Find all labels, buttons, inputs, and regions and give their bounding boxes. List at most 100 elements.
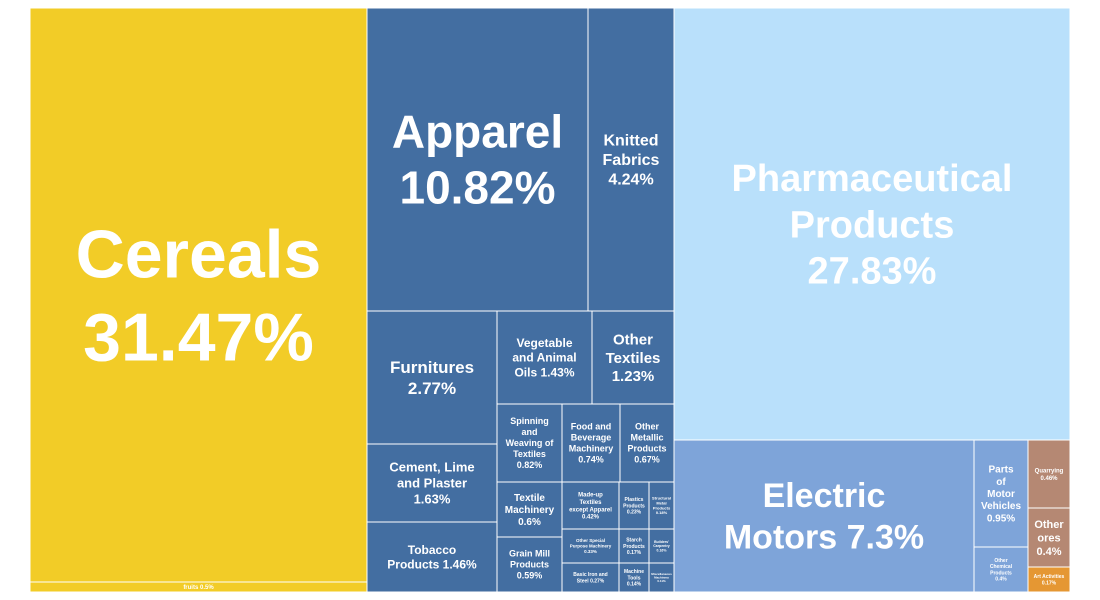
tile-label-art-activities: Art Activities bbox=[1034, 574, 1065, 580]
svg-text:Machinery: Machinery bbox=[569, 444, 614, 454]
tile-label-tobacco-products: Products bbox=[387, 558, 439, 572]
svg-text:Cereals: Cereals bbox=[76, 216, 322, 292]
tile-label-structural-metal-products: Metal bbox=[656, 500, 666, 505]
tile-label-made-up-textiles: except Apparel bbox=[569, 507, 612, 513]
tile-value-pharmaceutical-products: 27.83% bbox=[808, 251, 937, 293]
svg-text:Products: Products bbox=[510, 560, 549, 570]
svg-text:Chemical: Chemical bbox=[990, 564, 1013, 570]
tile-value-food-beverage-machinery: 0.74% bbox=[578, 455, 604, 465]
svg-text:Purpose Machinery: Purpose Machinery bbox=[570, 544, 612, 549]
svg-text:0.82%: 0.82% bbox=[517, 460, 543, 470]
tile-value-starch-products: 0.17% bbox=[627, 550, 642, 556]
svg-text:Textiles: Textiles bbox=[606, 350, 661, 367]
tile-label-food-beverage-machinery: Food and bbox=[571, 422, 612, 432]
tile-value-art-activities: 0.17% bbox=[1042, 580, 1057, 586]
tile-rect-quarrying bbox=[1027, 439, 1071, 509]
svg-text:0.18%: 0.18% bbox=[656, 510, 668, 515]
tile-label-tobacco-products: Tobacco bbox=[408, 543, 456, 557]
tile-label-basic-iron-steel: Basic Iron and bbox=[573, 572, 607, 578]
tile-label-spinning-weaving: and bbox=[521, 427, 537, 437]
svg-text:Fabrics: Fabrics bbox=[603, 152, 660, 169]
tile-label-starch-products: Starch bbox=[626, 538, 642, 544]
tile-label-electric-motors: Motors bbox=[724, 519, 837, 557]
tile-rect-misc-machinery bbox=[648, 562, 675, 593]
svg-text:fruits 0.5%: fruits 0.5% bbox=[183, 585, 214, 591]
svg-text:Furnitures: Furnitures bbox=[390, 358, 474, 377]
tile-label-textile-machinery: Textile bbox=[514, 493, 545, 504]
svg-text:Products: Products bbox=[623, 503, 645, 509]
tile-label-pharmaceutical-products: Products bbox=[790, 204, 955, 246]
svg-text:Machinery: Machinery bbox=[654, 576, 669, 580]
tile-label-basic-iron-steel: Steel bbox=[577, 578, 590, 584]
tile-value-quarrying: 0.46% bbox=[1040, 476, 1058, 482]
tile-rect-art-activities bbox=[1027, 566, 1071, 593]
tile-label-cement-lime-plaster: and Plaster bbox=[397, 476, 467, 491]
tile-rect-builders-carpentry bbox=[648, 528, 675, 564]
svg-text:Quarrying: Quarrying bbox=[1035, 468, 1064, 474]
tile-value-basic-iron-steel: 0.27% bbox=[590, 578, 605, 584]
tile-rect-electric-motors bbox=[673, 439, 975, 593]
tile-label-other-metallic-products: Other bbox=[635, 422, 660, 432]
svg-text:4.24%: 4.24% bbox=[608, 172, 653, 189]
svg-text:and: and bbox=[521, 427, 537, 437]
svg-text:Machine: Machine bbox=[624, 569, 644, 575]
tile-label-spinning-weaving: Weaving of bbox=[506, 438, 555, 448]
svg-text:0.11%: 0.11% bbox=[657, 579, 666, 583]
svg-text:Metallic: Metallic bbox=[630, 433, 663, 443]
tile-value-cereals: 31.47% bbox=[83, 299, 314, 375]
tile-label-vegetable-animal-oils: and Animal bbox=[512, 351, 576, 365]
tile-rect-other-special-purpose-machinery bbox=[561, 528, 620, 564]
tile-label-spinning-weaving: Spinning bbox=[510, 416, 549, 426]
treemap-tile-knitted-fabrics: Knitted Fabrics 4.24% bbox=[587, 7, 675, 312]
tile-value-other-textiles: 1.23% bbox=[612, 368, 655, 385]
svg-text:0.95%: 0.95% bbox=[987, 513, 1015, 524]
tile-label-other-textiles: Other bbox=[613, 331, 653, 348]
svg-text:of: of bbox=[996, 477, 1006, 488]
tile-label-other-chemical-products: Other bbox=[994, 558, 1007, 564]
svg-text:27.83%: 27.83% bbox=[808, 251, 937, 293]
tile-label-plastics-products: Products bbox=[623, 503, 645, 509]
svg-text:Motor: Motor bbox=[987, 489, 1015, 500]
tile-label-grain-mill-products: Products bbox=[510, 560, 549, 570]
treemap-tile-furnitures: Furnitures 2.77% bbox=[366, 310, 498, 445]
tile-label-other-special-purpose-machinery: Other Special bbox=[576, 538, 605, 543]
tile-value-other-chemical-products: 0.4% bbox=[995, 576, 1007, 582]
svg-text:Textiles: Textiles bbox=[513, 449, 546, 459]
svg-text:Starch: Starch bbox=[626, 538, 642, 544]
svg-text:Builders': Builders' bbox=[654, 540, 669, 544]
svg-text:Cement, Lime: Cement, Lime bbox=[389, 460, 474, 475]
tile-label-vegetable-animal-oils: Oils bbox=[514, 365, 537, 379]
svg-text:Parts: Parts bbox=[988, 465, 1013, 476]
tile-label-structural-metal-products: Products bbox=[653, 505, 671, 510]
svg-text:Tools: Tools bbox=[628, 575, 641, 581]
tile-label-parts-motor-vehicles: Parts bbox=[988, 465, 1013, 476]
tile-value-textile-machinery: 0.6% bbox=[518, 517, 541, 528]
tile-value-other-metallic-products: 0.67% bbox=[634, 455, 660, 465]
svg-text:Products: Products bbox=[990, 570, 1012, 576]
tile-rect-made-up-textiles bbox=[561, 481, 620, 530]
svg-text:0.42%: 0.42% bbox=[582, 515, 600, 521]
tile-label-other-textiles: Textiles bbox=[606, 350, 661, 367]
svg-text:1.63%: 1.63% bbox=[414, 491, 451, 506]
tile-value-made-up-textiles: 0.42% bbox=[582, 515, 600, 521]
tile-label-other-chemical-products: Products bbox=[990, 570, 1012, 576]
svg-text:Knitted: Knitted bbox=[603, 133, 658, 150]
svg-text:Steel 0.27%: Steel 0.27% bbox=[577, 578, 605, 584]
tile-label-cereals: Cereals bbox=[76, 216, 322, 292]
tile-rect-other-metallic-products bbox=[619, 403, 675, 483]
svg-text:Vehicles: Vehicles bbox=[981, 501, 1021, 512]
svg-text:and Plaster: and Plaster bbox=[397, 476, 467, 491]
tile-rect-pharmaceutical-products bbox=[673, 7, 1071, 441]
